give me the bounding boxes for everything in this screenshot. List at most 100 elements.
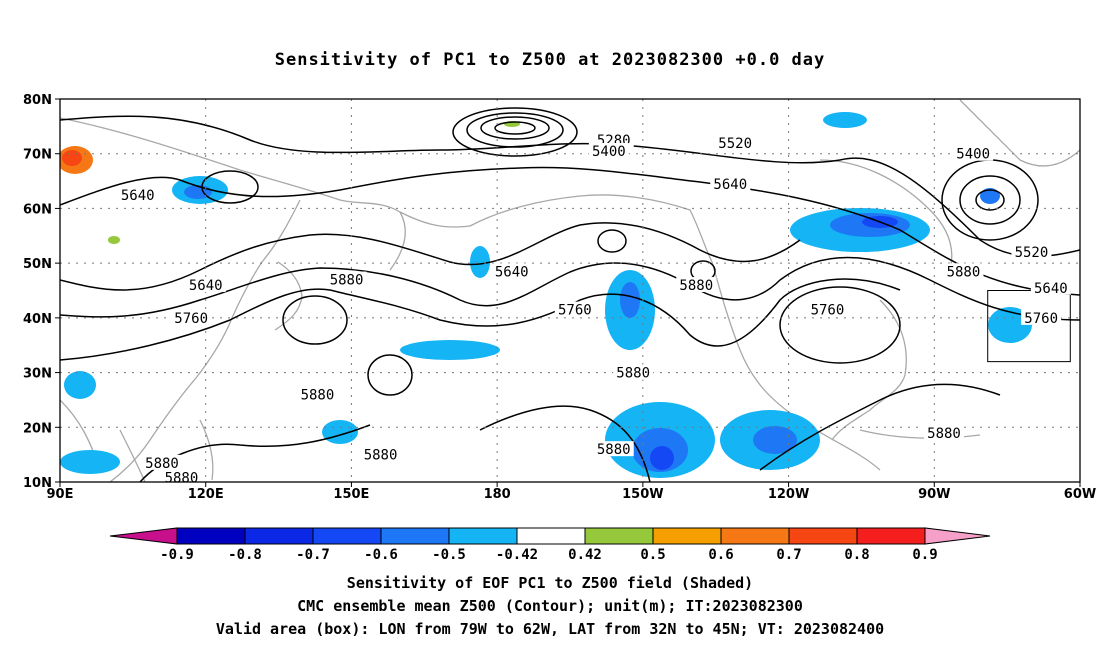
lon-tick-label: 120W	[768, 487, 809, 502]
contour-labels: 5280540055205640540055205640576058805760…	[117, 132, 1071, 487]
contour-5880-high-atlantic	[779, 286, 901, 364]
shade-patch-newfoundland	[988, 307, 1032, 343]
colorbar-right-tip	[924, 527, 991, 545]
contour-label-bg	[326, 271, 367, 287]
contour-5880-south-c	[759, 383, 1001, 471]
coastline-philippines	[199, 419, 214, 481]
contour-polar-low-2	[480, 116, 550, 140]
contour-label: 5760	[174, 311, 208, 327]
colorbar-swatch	[788, 527, 858, 545]
contour-label-bg	[1021, 309, 1062, 325]
contour-label-bg	[807, 301, 848, 317]
contour-label-bg	[117, 186, 158, 202]
contour-label: 5640	[713, 177, 747, 193]
lon-tick-label: 180	[484, 487, 511, 502]
colorbar-swatch	[380, 527, 450, 545]
lat-tick-label: 10N	[23, 476, 52, 491]
shade-patch-tropics-b-core	[753, 426, 797, 454]
contour-label: 5640	[1034, 281, 1068, 297]
lat-tick-label: 80N	[23, 93, 52, 108]
coastline-alaska	[469, 194, 713, 263]
sensitivity-shading	[60, 112, 1032, 478]
caption-line-1: Sensitivity of EOF PC1 to Z500 field (Sh…	[346, 574, 754, 592]
plot-title: Sensitivity of PC1 to Z500 at 2023082300…	[274, 50, 826, 70]
colorbar-label: -0.7	[296, 547, 330, 563]
colorbar-label: 0.5	[640, 547, 665, 563]
contour-5760	[60, 256, 1080, 321]
lon-axis: 90E 120E 150E 180 150W 120W 90W 60W	[47, 482, 1096, 502]
coastline-greenland	[959, 99, 1080, 167]
colorbar-label: -0.6	[364, 547, 398, 563]
contour-label: 5880	[364, 448, 398, 464]
contour-label-bg	[161, 469, 202, 485]
colorbar-swatch	[584, 527, 654, 545]
gridlines	[60, 99, 1080, 482]
contour-label: 5400	[956, 147, 990, 163]
contour-small-low-1	[201, 170, 259, 204]
colorbar-label: 0.7	[776, 547, 801, 563]
contour-label-bg	[676, 277, 717, 293]
shade-patch-subtropics-a	[400, 340, 500, 360]
contour-greenland-low	[975, 189, 1005, 211]
contour-label-bg	[924, 424, 964, 440]
contour-label-bg	[1030, 279, 1071, 295]
contour-label: 5640	[189, 278, 223, 294]
map-plot-area: 5280540055205640540055205640576058805760…	[59, 98, 1081, 487]
contour-label-bg	[185, 277, 226, 293]
colorbar-label: 0.6	[708, 547, 733, 563]
lon-tick-label: 60W	[1064, 487, 1096, 502]
contour-greenland-low-2	[959, 175, 1021, 225]
colorbar-label: 0.9	[912, 547, 937, 563]
shade-patch-scs	[64, 371, 96, 399]
contour-label-bg	[593, 441, 634, 457]
colorbar-swatch	[652, 527, 722, 545]
lon-tick-label: 120E	[188, 487, 224, 502]
colorbar: -0.9 -0.8 -0.7 -0.6 -0.5 -0.42 0.42 0.5 0.6 0.7 0.…	[109, 527, 991, 563]
colorbar-label: 0.42	[568, 547, 602, 563]
colorbar-swatch	[244, 527, 314, 545]
colorbar-swatch	[516, 527, 586, 545]
contour-label: 5520	[1015, 245, 1049, 261]
lat-tick-label: 20N	[23, 421, 52, 436]
contour-5880-high-pacific	[282, 295, 348, 345]
lat-tick-label: 50N	[23, 257, 52, 272]
contour-label: 5640	[121, 188, 155, 204]
contour-label-bg	[491, 263, 532, 279]
contour-label-bg	[953, 145, 994, 161]
lon-tick-label: 90E	[47, 487, 74, 502]
contour-label: 5880	[597, 442, 631, 458]
coastline-asia-east	[109, 199, 301, 482]
contour-label-bg	[171, 309, 212, 325]
colorbar-label: -0.9	[160, 547, 194, 563]
lon-tick-label: 150W	[622, 487, 663, 502]
shade-patch-arctic	[823, 112, 867, 128]
contour-label-bg	[613, 364, 654, 380]
contour-label-bg	[1011, 244, 1052, 260]
contour-label: 5880	[301, 387, 335, 403]
contour-label-bg	[715, 134, 756, 150]
colorbar-label: -0.5	[432, 547, 466, 563]
contour-label: 5640	[495, 264, 529, 280]
contour-label-bg	[943, 263, 984, 279]
shade-patch-kamchatka	[470, 246, 490, 278]
contour-label-bg	[297, 386, 338, 402]
contour-label: 5880	[927, 426, 961, 442]
caption-line-3: Valid area (box): LON from 79W to 62W, L…	[215, 620, 885, 638]
colorbar-left-tip	[109, 527, 178, 545]
colorbar-label: -0.8	[228, 547, 262, 563]
lon-tick-label: 90W	[918, 487, 950, 502]
lat-axis: 80N 70N 60N 50N 40N 30N 20N 10N	[23, 93, 60, 491]
coastline-kamchatka	[389, 211, 406, 271]
contour-small-low-2	[597, 229, 627, 253]
shade-patch-greenland	[980, 188, 1000, 204]
contour-label: 5880	[679, 278, 713, 294]
contour-label: 5760	[1024, 311, 1058, 327]
lat-tick-label: 70N	[23, 148, 52, 163]
contour-5880-west-atl	[367, 354, 413, 396]
contour-label: 5880	[165, 471, 199, 487]
contour-label: 5880	[330, 273, 364, 289]
map-frame	[59, 98, 1081, 483]
contour-polar-low-1	[494, 121, 536, 135]
contour-label-bg	[588, 142, 629, 158]
